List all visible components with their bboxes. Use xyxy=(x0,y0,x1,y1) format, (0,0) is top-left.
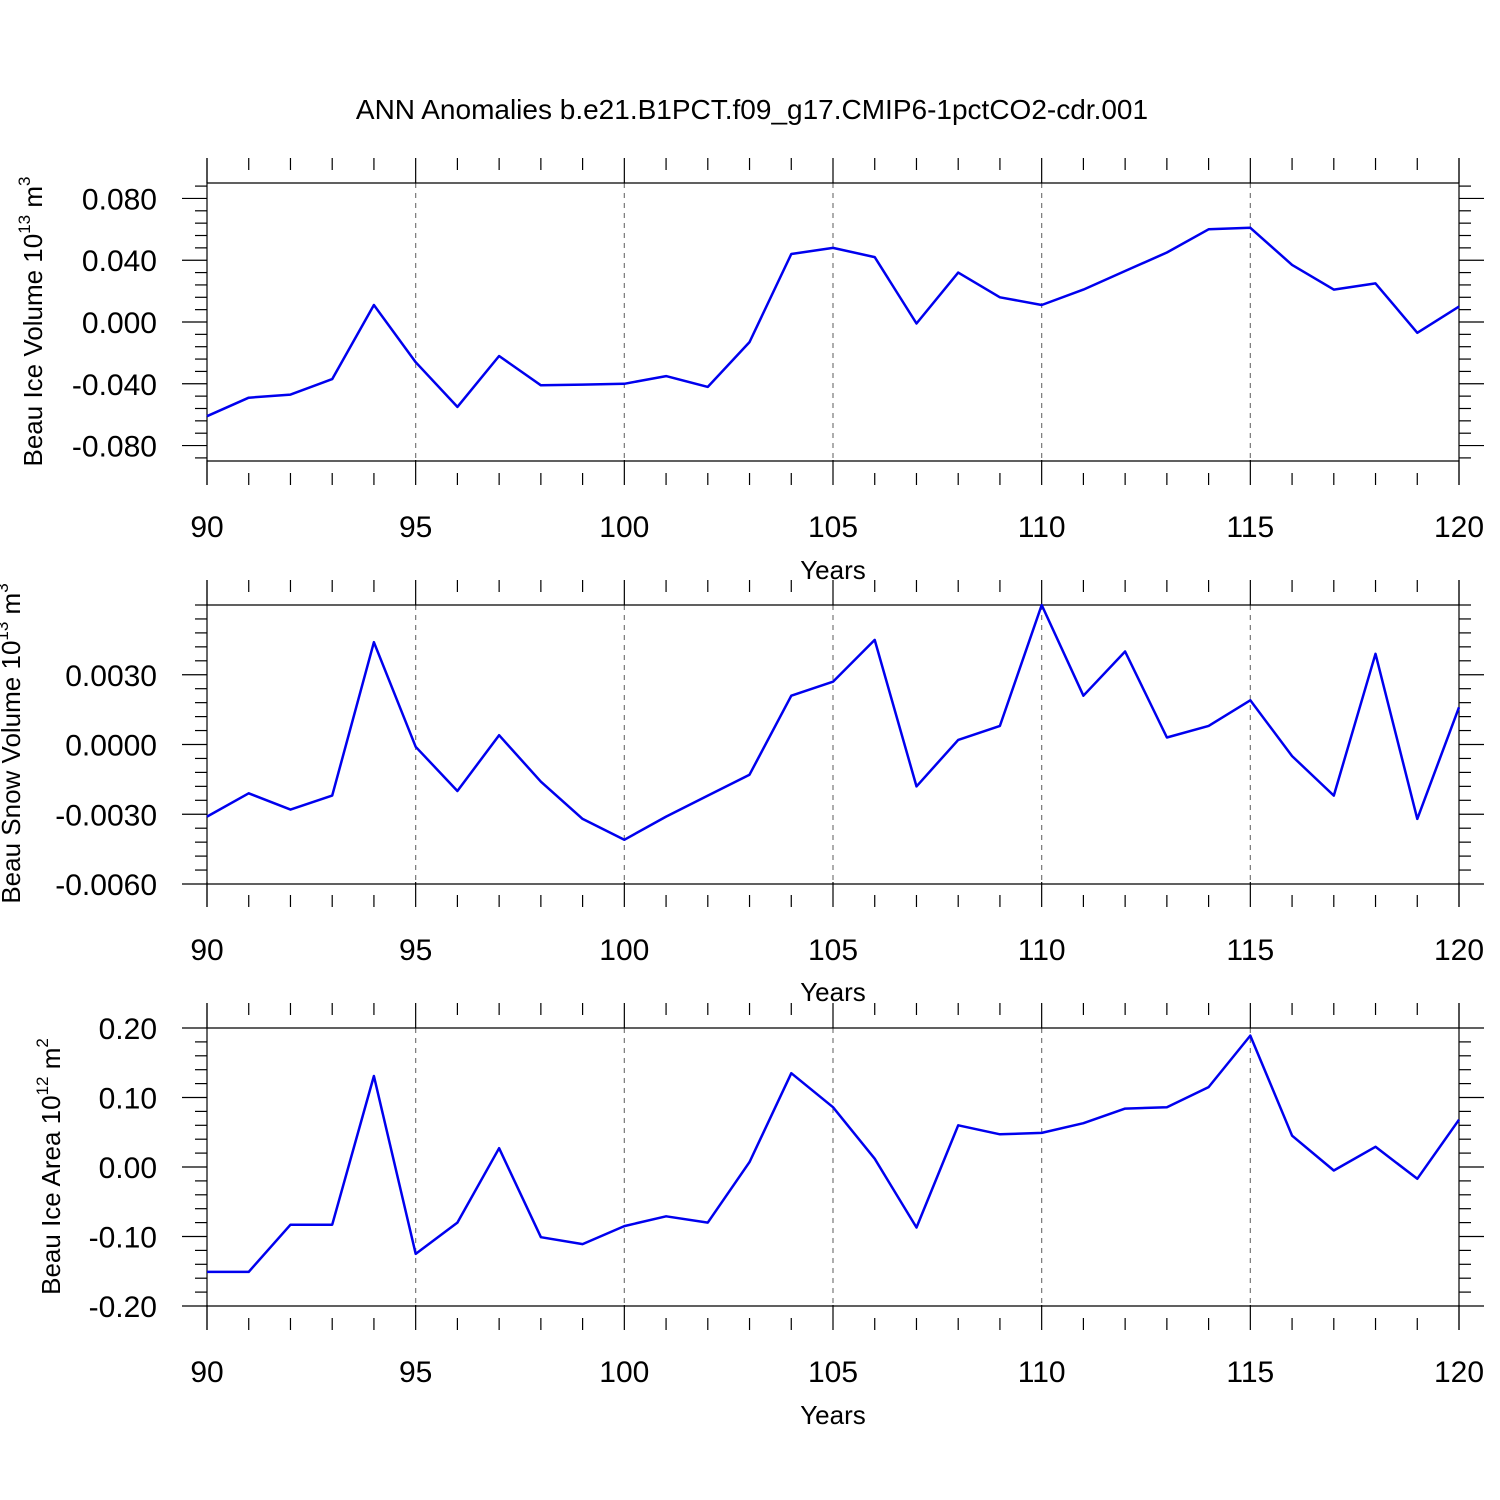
chart-title: ANN Anomalies b.e21.B1PCT.f09_g17.CMIP6-… xyxy=(356,94,1148,125)
panel3-xtick-label: 100 xyxy=(599,1356,649,1389)
panel2-xtick-label: 105 xyxy=(808,934,858,967)
panel1-xtick-label: 95 xyxy=(399,511,432,544)
panel2-xtick-label: 95 xyxy=(399,934,432,967)
panel3-ytick-label: -0.10 xyxy=(89,1222,157,1255)
panel3-xtick-label: 110 xyxy=(1018,1356,1066,1389)
panel1-xtick-label: 90 xyxy=(190,511,223,544)
panel1-xtick-label: 110 xyxy=(1018,511,1066,544)
panel2-ytick-label: 0.0030 xyxy=(65,660,157,693)
panel3-xtick-label: 120 xyxy=(1434,1356,1484,1389)
panel3-ytick-label: 0.10 xyxy=(99,1083,157,1116)
panel1-ytick-label: 0.000 xyxy=(82,307,157,340)
panel1-ytick-label: -0.040 xyxy=(72,369,157,402)
panel2-ytick-label: -0.0060 xyxy=(55,869,157,902)
panel2-xtick-label: 100 xyxy=(599,934,649,967)
panel1-xtick-label: 115 xyxy=(1226,511,1274,544)
panel2-ylabel: Beau Snow Volume 1013 m3 xyxy=(0,583,26,903)
panel2-series-line xyxy=(206,603,1461,842)
panel1-ytick-label: 0.080 xyxy=(82,183,157,216)
panel3-ytick-label: -0.20 xyxy=(89,1291,157,1324)
panel2-ytick-label: -0.0030 xyxy=(55,799,157,832)
panel2-ytick-label: 0.0000 xyxy=(65,730,157,763)
panel2-xtick-label: 120 xyxy=(1434,934,1484,967)
panel3-xtick-label: 90 xyxy=(190,1356,223,1389)
panel2-xtick-label: 115 xyxy=(1226,934,1274,967)
panel3-ytick-label: 0.00 xyxy=(99,1152,157,1185)
panel3-ylabel: Beau Ice Area 1012 m2 xyxy=(33,1038,66,1295)
panel2-xtick-label: 110 xyxy=(1018,934,1066,967)
panel2-xlabel: Years xyxy=(800,977,866,1007)
panel1-xtick-label: 105 xyxy=(808,511,858,544)
panel1-ylabel: Beau Ice Volume 1013 m3 xyxy=(15,177,48,467)
panel3-xtick-label: 115 xyxy=(1226,1356,1274,1389)
panel3-xlabel: Years xyxy=(800,1400,866,1430)
panel2-xtick-label: 90 xyxy=(190,934,223,967)
panel3-xtick-label: 95 xyxy=(399,1356,432,1389)
panel1-xtick-label: 100 xyxy=(599,511,649,544)
panel3-ytick-label: 0.20 xyxy=(99,1013,157,1046)
panel1-ytick-label: 0.040 xyxy=(82,245,157,278)
panel1-xtick-label: 120 xyxy=(1434,511,1484,544)
panel1-series-line xyxy=(206,226,1460,418)
panel3-xtick-label: 105 xyxy=(808,1356,858,1389)
panel3-series-line xyxy=(207,1034,1461,1274)
panel1-ytick-label: -0.080 xyxy=(72,431,157,464)
